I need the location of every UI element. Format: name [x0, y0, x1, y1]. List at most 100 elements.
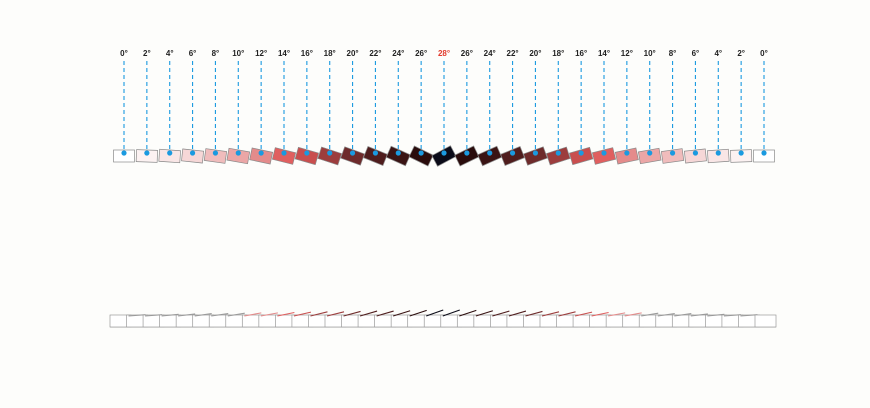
pivot-dot	[418, 150, 424, 156]
pivot-dot	[738, 150, 744, 156]
pivot-dot	[327, 150, 333, 156]
panel	[158, 148, 181, 164]
pivot-dot	[555, 150, 561, 156]
angle-label: 28°	[438, 49, 450, 58]
panel	[226, 147, 251, 165]
angle-label: 0°	[120, 49, 128, 58]
elevation-panel-edge	[409, 309, 427, 317]
elevation-panel-edge	[475, 310, 494, 317]
elevation-panel-edge	[376, 310, 394, 317]
elevation-panel-edge	[310, 311, 328, 317]
pivot-dot	[167, 150, 173, 156]
pivot-dot	[189, 150, 196, 156]
angle-label: 8°	[669, 49, 677, 58]
elevation-panel-edge	[227, 312, 245, 317]
elevation-panel-edge	[426, 309, 444, 317]
panel	[591, 147, 617, 165]
angle-label: 16°	[301, 49, 313, 58]
pivot-dot	[235, 150, 241, 156]
panel	[385, 145, 411, 167]
angle-label: 6°	[189, 49, 197, 58]
elevation-panel-edge	[260, 312, 278, 317]
elevation-panel-edge	[740, 314, 758, 317]
pivot-dot	[532, 150, 539, 156]
elevation-panel-edge	[459, 309, 477, 317]
pivot-dot	[669, 150, 676, 156]
pivot-dot	[715, 150, 721, 156]
panel	[249, 147, 274, 165]
angle-label: 20°	[347, 49, 359, 58]
angle-label: 22°	[507, 49, 519, 58]
panel	[730, 149, 753, 163]
elevation-panel-edge	[343, 310, 361, 317]
panel	[568, 146, 594, 166]
panel	[431, 145, 457, 167]
angle-label: 10°	[644, 49, 656, 58]
angle-label: 2°	[143, 49, 151, 58]
elevation-panel-edge	[128, 314, 146, 317]
elevation-panel-edge	[608, 312, 626, 317]
angle-label: 4°	[166, 49, 174, 58]
panel	[203, 148, 228, 164]
pivot-dot	[624, 150, 630, 156]
angle-label: 2°	[737, 49, 745, 58]
angle-label: 18°	[552, 49, 564, 58]
angle-label: 16°	[575, 49, 587, 58]
pivot-dot	[121, 150, 127, 156]
elevation-panel-edge	[194, 313, 212, 317]
panel	[614, 147, 639, 165]
angle-label: 10°	[232, 49, 244, 58]
panel	[294, 146, 320, 166]
pivot-dot	[761, 150, 767, 156]
panel	[340, 146, 365, 166]
angle-label: 6°	[692, 49, 700, 58]
pivot-dot	[372, 150, 379, 156]
elevation-panel-edge	[492, 310, 510, 317]
elevation-panel-edge	[674, 313, 692, 317]
elevation-panel-edge	[574, 311, 593, 317]
panel	[707, 148, 730, 164]
pivot-dot	[509, 150, 516, 156]
elevation-panel-edge	[293, 311, 312, 317]
elevation-panel-edge	[178, 313, 196, 317]
panel	[271, 147, 297, 165]
pivot-dot	[349, 150, 356, 156]
panel	[546, 146, 571, 166]
panel	[454, 145, 480, 167]
panel	[181, 148, 205, 164]
panel	[317, 146, 342, 166]
pivot-dot	[212, 150, 219, 156]
elevation-panel-edge	[161, 313, 179, 317]
pivot-dot	[464, 150, 470, 156]
elevation-view-panel-row	[109, 309, 777, 328]
panel	[477, 145, 503, 167]
leader-lines	[123, 61, 765, 152]
pivot-dot	[258, 150, 264, 156]
pivot-dot	[647, 150, 653, 156]
panel	[500, 146, 526, 166]
panel	[523, 146, 548, 166]
elevation-panel	[754, 314, 777, 328]
angle-labels: 0° 2° 4° 6° 8° 10° 12° 14° 16° 18° 20° 22° 24° 26° 28°…	[120, 49, 768, 58]
elevation-panel-edge	[442, 309, 460, 317]
pivot-dot	[578, 150, 584, 156]
elevation-panel-edge	[591, 311, 609, 317]
elevation-panel-edge	[641, 312, 659, 317]
angle-label: 12°	[255, 49, 267, 58]
elevation-panel-edge	[657, 313, 675, 317]
elevation-panel-edge	[508, 310, 527, 317]
pivot-dot	[692, 150, 699, 156]
pivot-dot	[395, 150, 401, 156]
angle-label: 22°	[369, 49, 381, 58]
elevation-panel-edge	[326, 311, 345, 317]
elevation-panel-edge	[690, 313, 708, 317]
pivot-dot	[144, 150, 150, 156]
angle-label: 0°	[760, 49, 768, 58]
pivot-dot	[304, 150, 310, 156]
plan-view-panel-row	[113, 145, 775, 167]
elevation-panel-edge	[244, 312, 262, 317]
angle-label: 20°	[529, 49, 541, 58]
panel	[660, 148, 685, 164]
